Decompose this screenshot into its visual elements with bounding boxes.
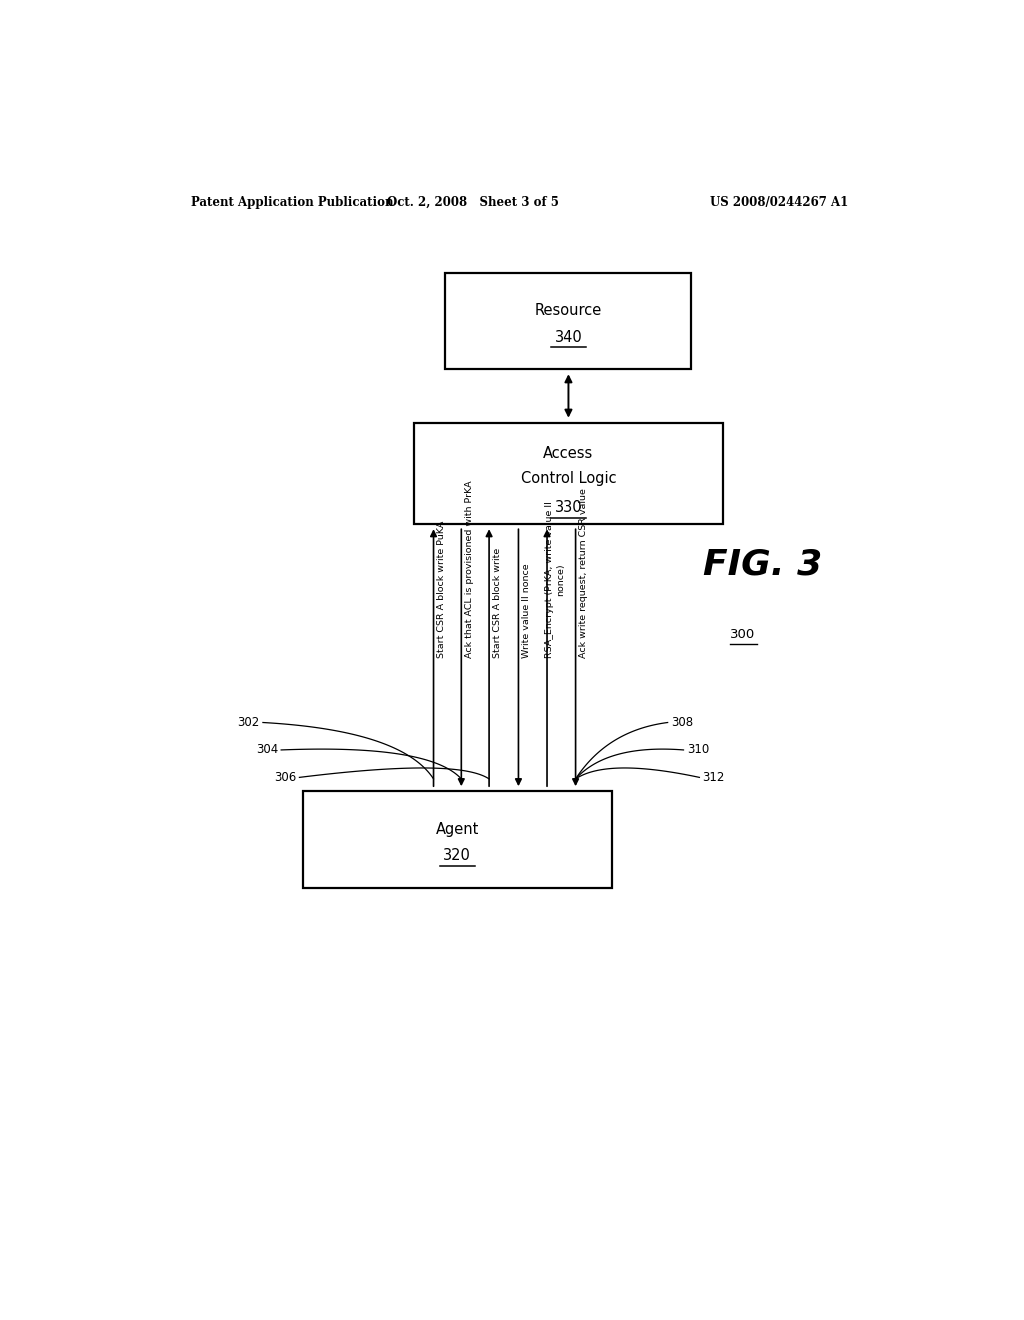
Text: 304: 304	[256, 743, 278, 756]
Text: 300: 300	[730, 627, 756, 640]
Text: Resource: Resource	[535, 304, 602, 318]
Text: Oct. 2, 2008   Sheet 3 of 5: Oct. 2, 2008 Sheet 3 of 5	[387, 195, 559, 209]
Text: Write value II nonce: Write value II nonce	[522, 564, 530, 657]
Text: 340: 340	[555, 330, 583, 345]
Text: Access: Access	[544, 446, 594, 461]
Bar	[445, 273, 691, 370]
Text: Control Logic: Control Logic	[520, 471, 616, 486]
Text: US 2008/0244267 A1: US 2008/0244267 A1	[710, 195, 848, 209]
Text: 310: 310	[687, 743, 709, 756]
Bar	[303, 791, 612, 887]
Text: 320: 320	[443, 849, 471, 863]
Text: Ack write request, return CSR value: Ack write request, return CSR value	[579, 488, 588, 657]
Text: Patent Application Publication: Patent Application Publication	[191, 195, 394, 209]
Bar	[414, 422, 723, 524]
Text: 306: 306	[274, 771, 296, 784]
Text: Start CSR A block write: Start CSR A block write	[493, 548, 502, 657]
Text: RSA_Encrypt (PrKA, write value II
nonce): RSA_Encrypt (PrKA, write value II nonce)	[545, 500, 564, 657]
Text: 330: 330	[555, 499, 583, 515]
Text: 312: 312	[702, 771, 725, 784]
Text: Agent: Agent	[435, 822, 479, 837]
Text: Ack that ACL is provisioned with PrKA: Ack that ACL is provisioned with PrKA	[465, 480, 474, 657]
Text: FIG. 3: FIG. 3	[703, 548, 822, 582]
Text: 302: 302	[238, 715, 260, 729]
Text: 308: 308	[671, 715, 693, 729]
Text: Start CSR A block write PuKA: Start CSR A block write PuKA	[437, 520, 446, 657]
